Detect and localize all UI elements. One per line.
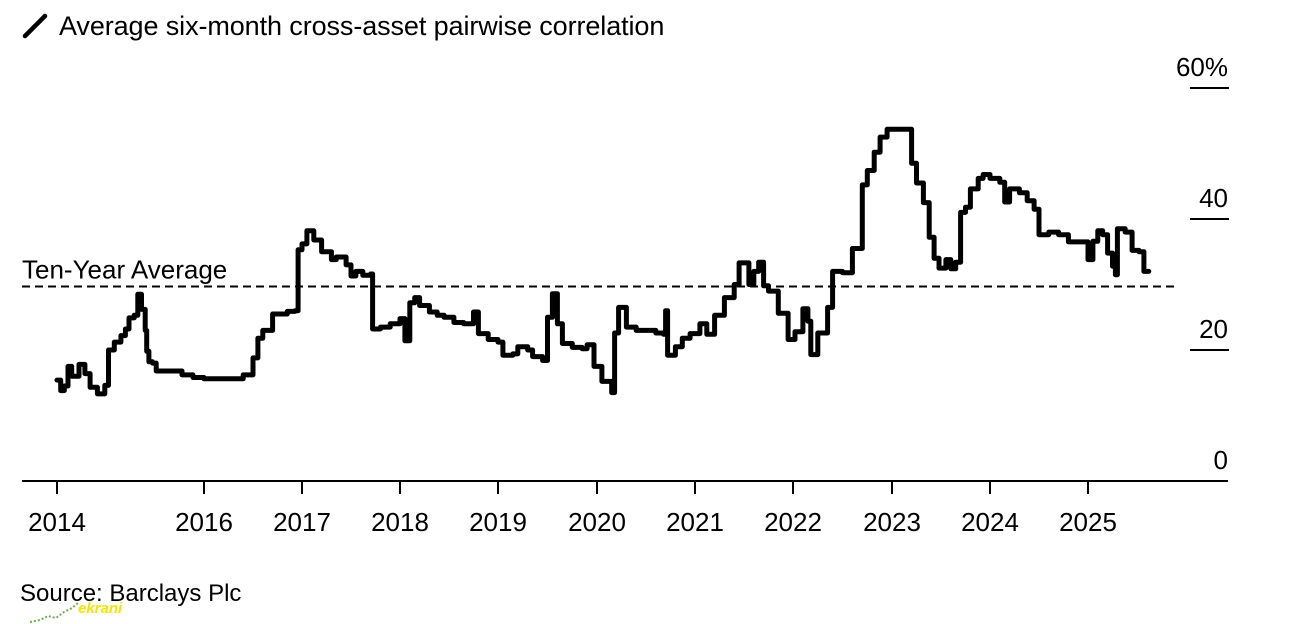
watermark-text: ekrani (78, 600, 123, 617)
x-tick-label: 2025 (1059, 507, 1117, 537)
x-tick-label: 2024 (961, 507, 1019, 537)
y-axis: 60% 40 20 0 (1176, 52, 1229, 475)
series-layer (54, 126, 1152, 397)
x-tick-label: 2018 (371, 507, 429, 537)
y-tick-label: 60% (1176, 52, 1228, 82)
x-tick-label: 2023 (863, 507, 921, 537)
x-axis: 2014 2016 2017 2018 2019 2020 2021 2022 2023 2024… (22, 480, 1228, 537)
reference-lines: Ten-Year Average (22, 254, 1175, 288)
x-tick-label: 2017 (273, 507, 331, 537)
x-tick-label: 2016 (175, 507, 233, 537)
y-tick-label: 20 (1199, 314, 1228, 344)
x-tick-label: 2019 (469, 507, 527, 537)
legend-label: Average six-month cross-asset pairwise c… (59, 10, 665, 41)
watermark-logo: ekrani (26, 600, 136, 624)
legend-line-icon (22, 13, 48, 39)
source-note: Source: Barclays Plc (20, 580, 242, 607)
series-line-0 (54, 126, 1152, 397)
x-tick-label: 2014 (28, 507, 86, 537)
x-tick-label: 2020 (568, 507, 626, 537)
x-tick-label: 2021 (666, 507, 724, 537)
ten-year-average-label: Ten-Year Average (22, 254, 227, 284)
y-tick-label: 40 (1199, 183, 1228, 213)
watermark-chart-icon (29, 602, 79, 623)
chart-legend: Average six-month cross-asset pairwise c… (22, 8, 664, 44)
y-tick-label: 0 (1214, 445, 1228, 475)
x-tick-label: 2022 (764, 507, 822, 537)
